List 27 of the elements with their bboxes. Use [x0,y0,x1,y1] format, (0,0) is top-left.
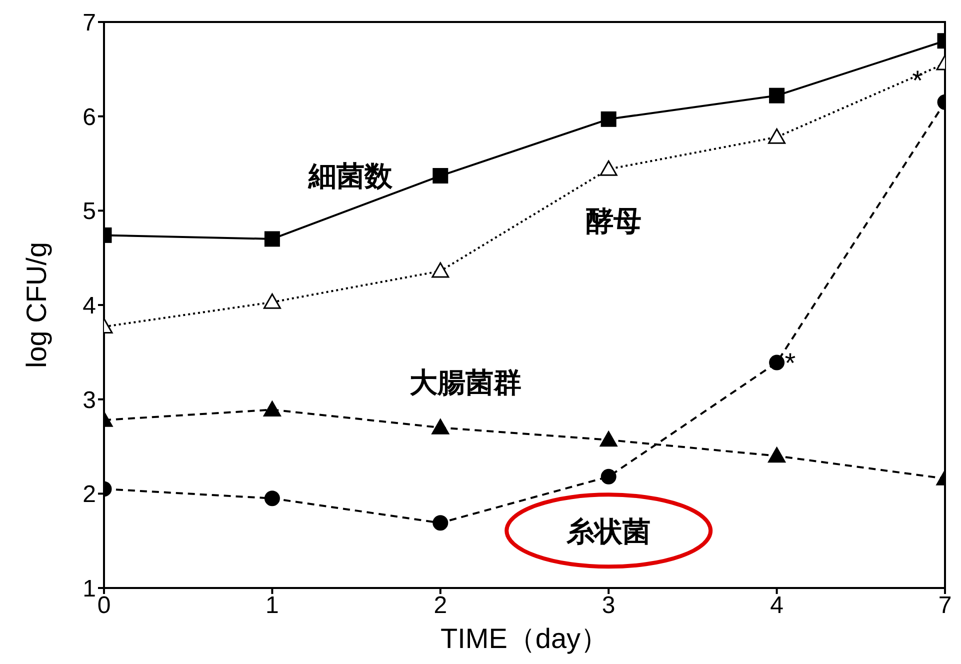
y-tick-label: 6 [82,104,96,131]
point [432,515,448,531]
y-tick-label: 4 [82,292,96,320]
x-axis-title: TIME（day） [440,623,609,654]
annotation: * [784,347,796,378]
x-tick-label: 4 [770,592,784,620]
point [432,262,450,278]
series-label: 細菌数 [307,160,394,192]
y-tick-label: 3 [82,386,96,414]
series-label: 大腸菌群 [409,367,522,398]
x-tick-label: 3 [602,592,616,620]
x-tick-label: 0 [97,592,111,620]
point [600,468,616,484]
y-tick-label: 2 [82,481,96,508]
point [432,418,450,434]
point [600,160,618,176]
x-tick-label: 1 [266,592,279,620]
series-label: 糸状菌 [566,516,651,548]
y-tick-label: 7 [82,10,96,37]
y-axis-title: log CFU/g [20,242,52,368]
x-tick-label: 7 [938,592,952,620]
point [432,168,448,184]
point [600,431,618,447]
point [600,111,616,127]
y-tick-label: 5 [82,198,96,226]
series-label: 酵母 [586,206,642,237]
x-tick-label: 2 [434,592,448,620]
